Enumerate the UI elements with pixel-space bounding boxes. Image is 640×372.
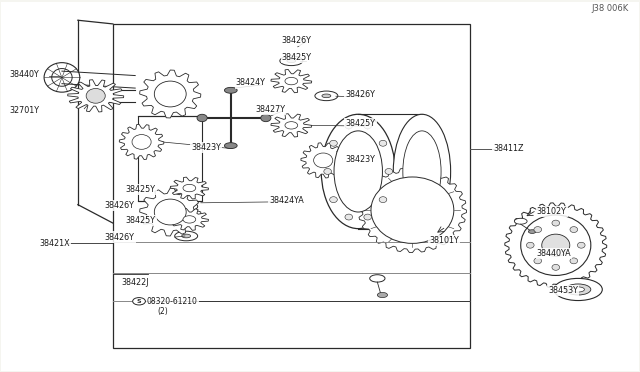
Text: 38426Y: 38426Y (346, 90, 376, 99)
Ellipse shape (515, 218, 527, 224)
Text: 38427Y: 38427Y (255, 105, 285, 114)
Ellipse shape (322, 94, 331, 98)
Ellipse shape (321, 114, 395, 229)
Ellipse shape (260, 114, 271, 122)
Circle shape (132, 298, 145, 305)
Ellipse shape (345, 123, 353, 129)
Ellipse shape (385, 169, 393, 174)
Ellipse shape (182, 234, 191, 238)
Ellipse shape (529, 230, 536, 233)
Text: 38424YA: 38424YA (269, 196, 304, 205)
Text: 38440Y: 38440Y (9, 70, 39, 79)
Text: 38426Y: 38426Y (282, 36, 312, 45)
Ellipse shape (154, 81, 186, 107)
Ellipse shape (541, 234, 570, 256)
Polygon shape (170, 208, 209, 230)
Ellipse shape (183, 216, 196, 223)
Ellipse shape (371, 177, 454, 243)
Ellipse shape (521, 215, 591, 275)
Text: 38425Y: 38425Y (346, 119, 376, 128)
Text: 38425Y: 38425Y (125, 217, 156, 225)
Text: 38101Y: 38101Y (429, 236, 460, 245)
Ellipse shape (570, 258, 578, 264)
Polygon shape (119, 124, 164, 160)
Polygon shape (505, 203, 607, 288)
Ellipse shape (527, 242, 534, 248)
Ellipse shape (175, 202, 198, 211)
Ellipse shape (197, 114, 207, 122)
Bar (113, 24, 470, 349)
Ellipse shape (370, 275, 385, 282)
Ellipse shape (314, 153, 333, 168)
Ellipse shape (225, 87, 237, 93)
Ellipse shape (394, 114, 451, 229)
Text: 38423Y: 38423Y (191, 143, 221, 152)
Text: 38423Y: 38423Y (346, 155, 376, 164)
Ellipse shape (577, 242, 585, 248)
Ellipse shape (334, 131, 383, 212)
Ellipse shape (345, 214, 353, 220)
Ellipse shape (285, 77, 298, 85)
Ellipse shape (534, 227, 541, 232)
Ellipse shape (324, 169, 332, 174)
Ellipse shape (52, 68, 72, 86)
Text: 38453Y: 38453Y (548, 286, 578, 295)
Ellipse shape (280, 56, 303, 65)
Ellipse shape (364, 123, 371, 129)
Polygon shape (271, 70, 312, 93)
Polygon shape (271, 114, 312, 137)
Ellipse shape (132, 135, 151, 149)
Text: 38422J: 38422J (121, 278, 148, 287)
Polygon shape (358, 168, 467, 253)
Ellipse shape (183, 185, 196, 192)
Ellipse shape (330, 197, 337, 203)
Polygon shape (140, 188, 201, 236)
Polygon shape (140, 70, 201, 118)
Text: S: S (137, 299, 141, 304)
Text: 38411Z: 38411Z (493, 144, 524, 153)
Ellipse shape (403, 131, 441, 212)
Ellipse shape (154, 199, 186, 225)
Ellipse shape (225, 143, 237, 148)
Ellipse shape (330, 140, 337, 146)
Text: 08320-61210: 08320-61210 (147, 297, 198, 306)
Text: 38424Y: 38424Y (236, 78, 266, 87)
Ellipse shape (86, 89, 105, 103)
Ellipse shape (379, 197, 387, 203)
Ellipse shape (285, 122, 298, 129)
Polygon shape (68, 80, 124, 112)
Ellipse shape (44, 62, 80, 92)
Ellipse shape (554, 278, 602, 301)
Ellipse shape (534, 258, 541, 264)
Text: (2): (2) (157, 307, 168, 316)
Bar (138, 116, 202, 201)
Ellipse shape (364, 214, 371, 220)
Ellipse shape (315, 91, 338, 101)
Text: J38 006K: J38 006K (592, 4, 629, 13)
Text: 38440YA: 38440YA (537, 249, 572, 258)
Ellipse shape (552, 264, 559, 270)
Ellipse shape (570, 227, 578, 232)
Text: 38421X: 38421X (40, 239, 70, 248)
Polygon shape (301, 143, 346, 178)
Ellipse shape (572, 287, 584, 292)
Ellipse shape (552, 220, 559, 226)
Text: 32701Y: 32701Y (9, 106, 39, 115)
Polygon shape (170, 177, 209, 199)
Ellipse shape (182, 205, 191, 208)
Ellipse shape (378, 292, 388, 298)
Text: 38102Y: 38102Y (537, 207, 566, 216)
Text: 38426Y: 38426Y (104, 201, 134, 210)
Ellipse shape (565, 284, 591, 295)
Text: 38426Y: 38426Y (104, 232, 134, 241)
Ellipse shape (379, 140, 387, 146)
Ellipse shape (287, 59, 296, 62)
Text: 38425Y: 38425Y (125, 185, 156, 194)
Text: 38425Y: 38425Y (282, 53, 312, 62)
Ellipse shape (175, 231, 198, 241)
